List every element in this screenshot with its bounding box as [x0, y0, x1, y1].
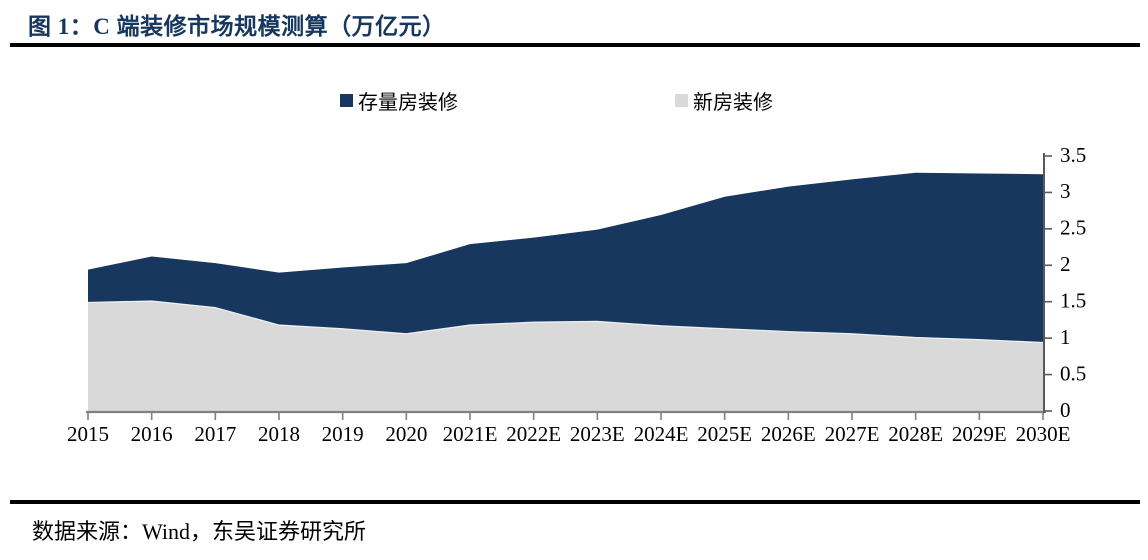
- x-tick-label: 2027E: [825, 422, 880, 446]
- area-series-new-home: [88, 300, 1043, 411]
- y-tick-label: 1: [1060, 325, 1071, 349]
- y-tick-label: 2.5: [1060, 216, 1086, 240]
- x-tick-label: 2020: [385, 422, 427, 446]
- x-tick-label: 2022E: [506, 422, 561, 446]
- area-series-existing-home: [88, 172, 1043, 343]
- x-tick-label: 2015: [67, 422, 109, 446]
- x-tick-label: 2023E: [570, 422, 625, 446]
- y-tick-label: 2: [1060, 252, 1071, 276]
- x-tick-label: 2025E: [697, 422, 752, 446]
- legend-label-existing-home: 存量房装修: [358, 92, 458, 114]
- figure-title: 图 1：C 端装修市场规模测算（万亿元）: [28, 14, 446, 39]
- y-tick-label: 3: [1060, 179, 1071, 203]
- legend-swatch-existing-home-icon: [340, 94, 353, 107]
- footer-divider-line: [10, 500, 1140, 504]
- x-tick-label: 2024E: [634, 422, 689, 446]
- y-tick-label: 1.5: [1060, 289, 1086, 313]
- x-tick-label: 2030E: [1016, 422, 1071, 446]
- legend-item-new-home: 新房装修: [675, 86, 773, 115]
- x-tick-label: 2021E: [443, 422, 498, 446]
- y-tick-label: 0.5: [1060, 361, 1086, 385]
- legend-label-new-home: 新房装修: [693, 92, 773, 114]
- legend-item-existing-home: 存量房装修: [340, 86, 458, 115]
- x-tick-label: 2019: [322, 422, 364, 446]
- series-boundary-line: [87, 300, 1044, 344]
- y-tick-label: 3.5: [1060, 143, 1086, 167]
- x-tick-label: 2029E: [952, 422, 1007, 446]
- y-tick-label: 0: [1060, 398, 1071, 422]
- x-tick-label: 2026E: [761, 422, 816, 446]
- title-divider-line: [10, 43, 1140, 47]
- x-tick-label: 2018: [258, 422, 300, 446]
- data-source-note: 数据来源：Wind，东吴证券研究所: [32, 519, 366, 544]
- x-tick-label: 2016: [131, 422, 173, 446]
- legend-swatch-new-home-icon: [675, 94, 688, 107]
- x-tick-label: 2017: [194, 422, 236, 446]
- x-tick-label: 2028E: [888, 422, 943, 446]
